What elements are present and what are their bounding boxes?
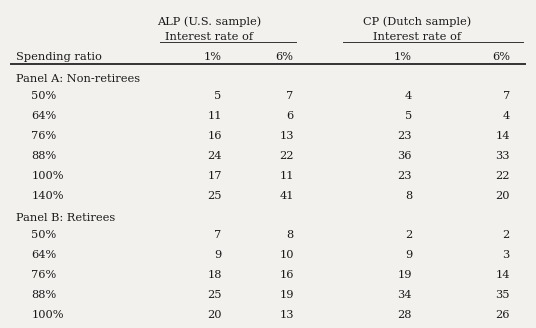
Text: 64%: 64% — [31, 250, 57, 260]
Text: 9: 9 — [405, 250, 412, 260]
Text: 19: 19 — [279, 290, 294, 300]
Text: 8: 8 — [286, 230, 294, 240]
Text: 100%: 100% — [31, 310, 64, 319]
Text: Spending ratio: Spending ratio — [16, 52, 102, 62]
Text: 1%: 1% — [204, 52, 222, 62]
Text: 13: 13 — [279, 131, 294, 141]
Text: 16: 16 — [207, 131, 222, 141]
Text: 20: 20 — [207, 310, 222, 319]
Text: 17: 17 — [207, 171, 222, 181]
Text: 3: 3 — [503, 250, 510, 260]
Text: 6: 6 — [286, 111, 294, 121]
Text: 34: 34 — [398, 290, 412, 300]
Text: 64%: 64% — [31, 111, 57, 121]
Text: 18: 18 — [207, 270, 222, 280]
Text: 76%: 76% — [31, 131, 57, 141]
Text: 50%: 50% — [31, 230, 57, 240]
Text: 11: 11 — [207, 111, 222, 121]
Text: 14: 14 — [495, 270, 510, 280]
Text: 10: 10 — [279, 250, 294, 260]
Text: 6%: 6% — [492, 52, 510, 62]
Text: 100%: 100% — [31, 171, 64, 181]
Text: 8: 8 — [405, 191, 412, 201]
Text: ALP (U.S. sample): ALP (U.S. sample) — [157, 16, 261, 27]
Text: 88%: 88% — [31, 151, 57, 161]
Text: 23: 23 — [398, 131, 412, 141]
Text: 2: 2 — [405, 230, 412, 240]
Text: CP (Dutch sample): CP (Dutch sample) — [363, 16, 471, 27]
Text: 23: 23 — [398, 171, 412, 181]
Text: 6%: 6% — [276, 52, 294, 62]
Text: 7: 7 — [214, 230, 222, 240]
Text: 7: 7 — [286, 92, 294, 101]
Text: 16: 16 — [279, 270, 294, 280]
Text: 22: 22 — [495, 171, 510, 181]
Text: Interest rate of: Interest rate of — [165, 32, 253, 42]
Text: 13: 13 — [279, 310, 294, 319]
Text: 41: 41 — [279, 191, 294, 201]
Text: 36: 36 — [398, 151, 412, 161]
Text: 20: 20 — [495, 191, 510, 201]
Text: 4: 4 — [503, 111, 510, 121]
Text: Panel B: Retirees: Panel B: Retirees — [16, 213, 115, 223]
Text: 26: 26 — [495, 310, 510, 319]
Text: 25: 25 — [207, 191, 222, 201]
Text: 1%: 1% — [394, 52, 412, 62]
Text: 2: 2 — [503, 230, 510, 240]
Text: 24: 24 — [207, 151, 222, 161]
Text: 9: 9 — [214, 250, 222, 260]
Text: 19: 19 — [398, 270, 412, 280]
Text: 25: 25 — [207, 290, 222, 300]
Text: 50%: 50% — [31, 92, 57, 101]
Text: 76%: 76% — [31, 270, 57, 280]
Text: 28: 28 — [398, 310, 412, 319]
Text: 88%: 88% — [31, 290, 57, 300]
Text: Panel A: Non-retirees: Panel A: Non-retirees — [16, 74, 140, 84]
Text: 140%: 140% — [31, 191, 64, 201]
Text: 4: 4 — [405, 92, 412, 101]
Text: Interest rate of: Interest rate of — [373, 32, 461, 42]
Text: 14: 14 — [495, 131, 510, 141]
Text: 7: 7 — [503, 92, 510, 101]
Text: 11: 11 — [279, 171, 294, 181]
Text: 22: 22 — [279, 151, 294, 161]
Text: 5: 5 — [214, 92, 222, 101]
Text: 35: 35 — [495, 290, 510, 300]
Text: 33: 33 — [495, 151, 510, 161]
Text: 5: 5 — [405, 111, 412, 121]
